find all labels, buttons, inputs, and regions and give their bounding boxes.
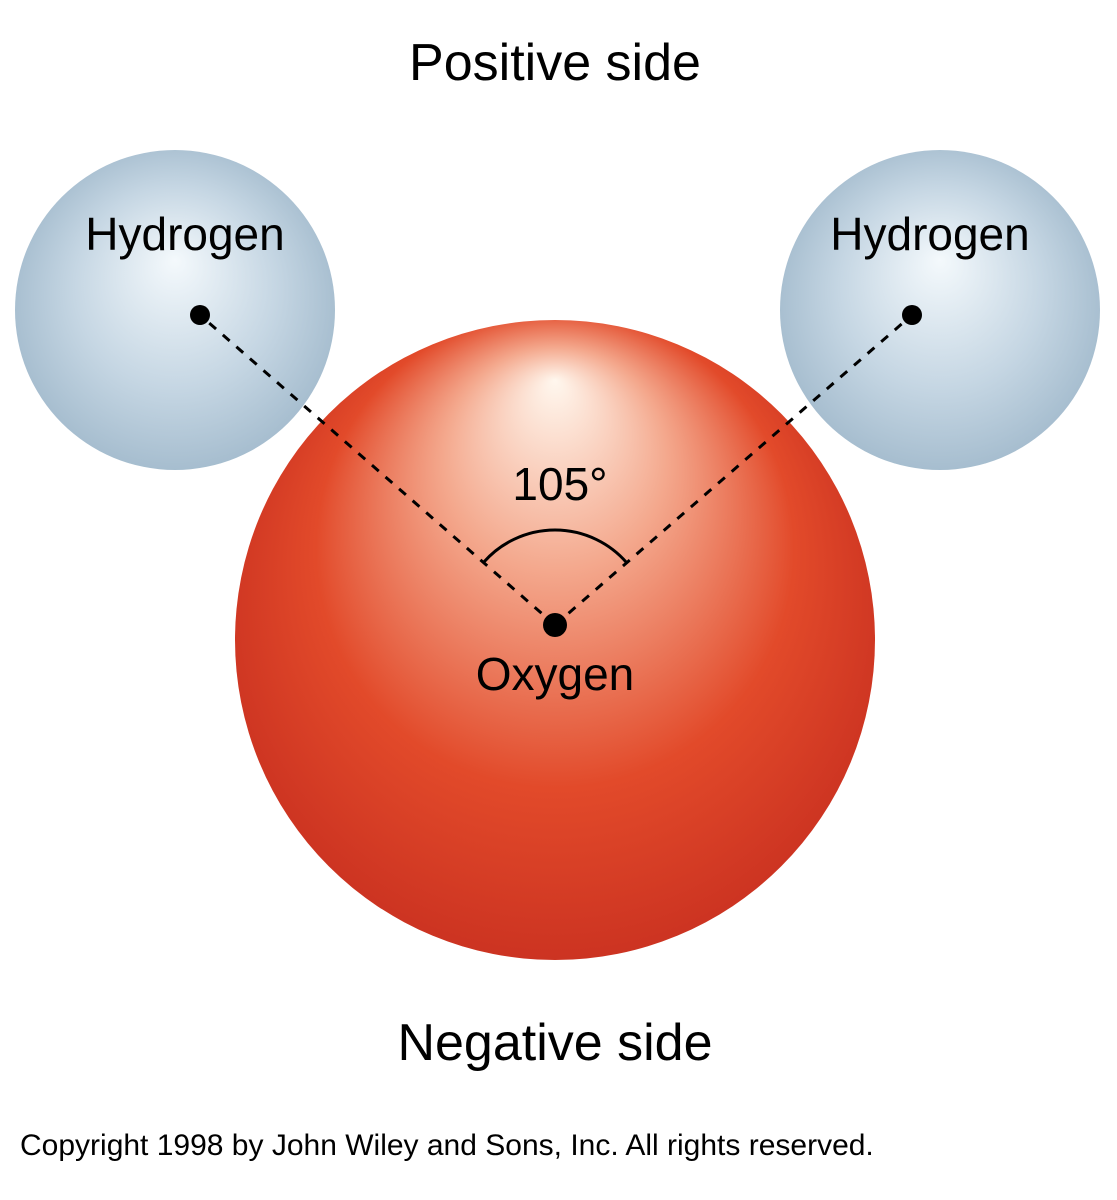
- positive-side-label: Positive side: [409, 34, 701, 92]
- hydrogen-right-center-dot: [902, 305, 922, 325]
- hydrogen-left-label: Hydrogen: [85, 208, 284, 260]
- oxygen-center-dot: [543, 613, 567, 637]
- copyright-label: Copyright 1998 by John Wiley and Sons, I…: [20, 1129, 874, 1162]
- water-molecule-diagram: Positive side Negative side Hydrogen Hyd…: [0, 0, 1117, 1200]
- hydrogen-right-label: Hydrogen: [830, 208, 1029, 260]
- hydrogen-right-atom: [780, 150, 1100, 470]
- hydrogen-left-center-dot: [190, 305, 210, 325]
- diagram-stage: Positive side Negative side Hydrogen Hyd…: [0, 0, 1117, 1200]
- oxygen-label: Oxygen: [476, 648, 635, 700]
- hydrogen-left-atom: [15, 150, 335, 470]
- negative-side-label: Negative side: [397, 1014, 712, 1072]
- angle-label: 105°: [512, 458, 607, 510]
- oxygen-atom: [235, 320, 875, 960]
